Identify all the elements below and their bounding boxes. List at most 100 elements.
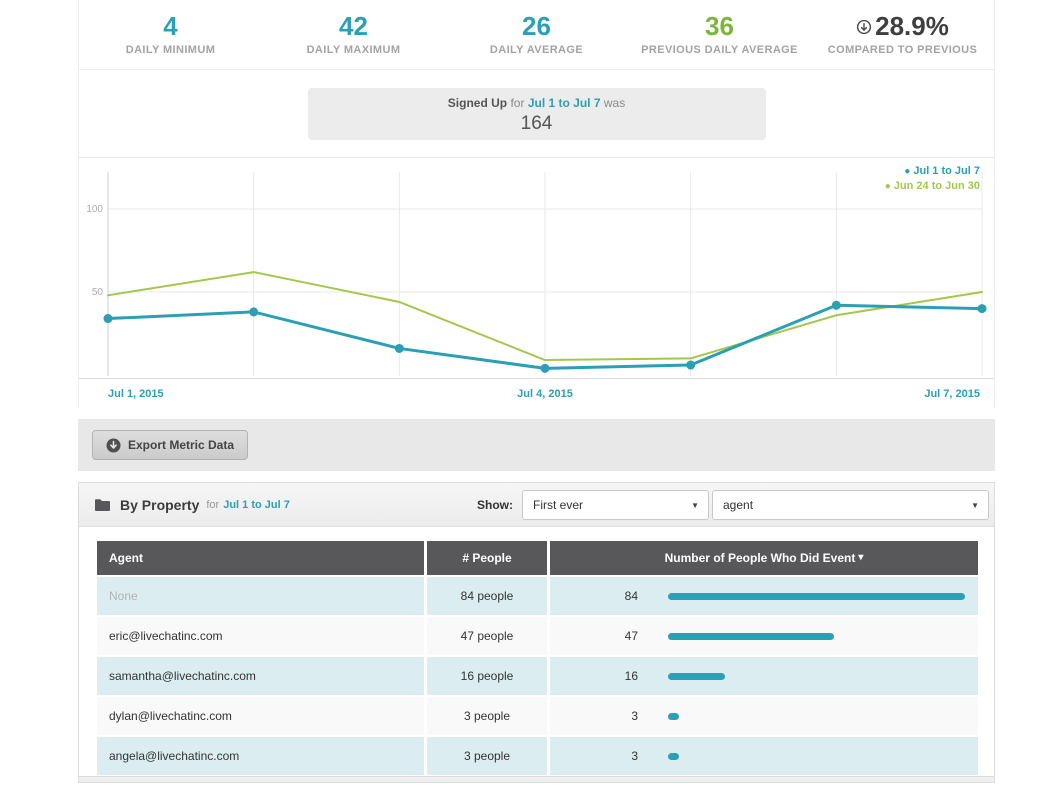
bar-track: [668, 752, 965, 760]
folder-icon: [94, 498, 111, 512]
stat-value: 26: [522, 11, 551, 41]
first-ever-select[interactable]: First ever ▼: [522, 489, 709, 520]
line-chart-section: 100 50 ● Jul 1 to Jul 7 ● Jun 24 to Jun 3…: [79, 157, 994, 408]
table-row: dylan@livechatinc.com 3 people 3: [97, 697, 978, 735]
stat-value: 4: [163, 11, 178, 41]
legend-label: Jul 1 to Jul 7: [913, 165, 980, 177]
people-count-cell: 16 people: [427, 657, 547, 695]
property-select[interactable]: agent ▼: [712, 489, 989, 520]
by-property-header: By Property for Jul 1 to Jul 7 Show: Fir…: [79, 483, 994, 527]
column-header-people[interactable]: # People: [427, 541, 547, 575]
chart-canvas: 100 50: [86, 172, 987, 376]
count-bar: [668, 712, 679, 720]
metric-total: 164: [520, 112, 553, 134]
table-row: eric@livechatinc.com 47 people 47: [97, 617, 978, 655]
agent-name-cell: None: [97, 577, 424, 615]
x-axis-label-middle: Jul 4, 2015: [517, 388, 573, 400]
metric-summary-card: 4 DAILY MINIMUM 42 DAILY MAXIMUM 26 DAIL…: [78, 0, 995, 408]
bar-track: [668, 632, 965, 640]
date-range-link[interactable]: Jul 1 to Jul 7: [527, 95, 601, 110]
event-name: Signed Up: [447, 95, 508, 110]
stat-percent: 28.9%: [875, 11, 949, 41]
stat-daily-average: 26 DAILY AVERAGE: [445, 11, 628, 57]
x-axis-label-start: Jul 1, 2015: [108, 388, 164, 400]
download-icon: [106, 438, 121, 453]
for-word: for: [510, 95, 525, 110]
bar-track: [668, 672, 965, 680]
legend-dot-icon: ●: [904, 166, 911, 177]
select-value: First ever: [533, 497, 584, 512]
stat-label: DAILY MINIMUM: [125, 44, 216, 56]
stat-daily-minimum: 4 DAILY MINIMUM: [79, 11, 262, 57]
count-bar: [668, 752, 679, 760]
agent-name-cell: dylan@livechatinc.com: [97, 697, 424, 735]
legend-label: Jun 24 to Jun 30: [893, 180, 980, 192]
summary-wrap: Signed Up for Jul 1 to Jul 7 was 164: [79, 70, 994, 157]
count-bar: [668, 632, 834, 640]
export-metric-data-button[interactable]: Export Metric Data: [92, 430, 249, 460]
event-count-cell: 3: [550, 737, 978, 775]
legend-previous-period[interactable]: ● Jun 24 to Jun 30: [885, 179, 980, 194]
bar-track: [668, 592, 965, 600]
by-property-section: By Property for Jul 1 to Jul 7 Show: Fir…: [78, 482, 995, 783]
summary-sentence: Signed Up for Jul 1 to Jul 7 was: [308, 96, 766, 110]
people-count-cell: 3 people: [427, 737, 547, 775]
column-header-label: Number of People Who Did Event: [664, 551, 856, 565]
table-row: samantha@livechatinc.com 16 people 16: [97, 657, 978, 695]
stat-label: DAILY AVERAGE: [489, 44, 584, 56]
stat-label: COMPARED TO PREVIOUS: [827, 44, 978, 56]
svg-text:100: 100: [86, 204, 103, 215]
metric-total-summary: Signed Up for Jul 1 to Jul 7 was 164: [307, 87, 766, 140]
stat-compared-to-previous: 28.9% COMPARED TO PREVIOUS: [811, 11, 994, 57]
by-property-table: Agent # People Number of People Who Did …: [79, 527, 994, 775]
event-count: 3: [631, 749, 638, 763]
select-value: agent: [723, 497, 754, 512]
next-section-edge: [79, 776, 994, 782]
people-count-cell: 47 people: [427, 617, 547, 655]
chart-legend: ● Jul 1 to Jul 7 ● Jun 24 to Jun 30: [885, 164, 980, 194]
content-column: 4 DAILY MINIMUM 42 DAILY MAXIMUM 26 DAIL…: [78, 0, 995, 783]
stat-daily-maximum: 42 DAILY MAXIMUM: [262, 11, 445, 57]
table-row: angela@livechatinc.com 3 people 3: [97, 737, 978, 775]
decrease-arrow-circle-icon: [856, 19, 872, 35]
stat-value: 36: [705, 11, 734, 41]
table-header-row: Agent # People Number of People Who Did …: [97, 541, 978, 575]
show-label: Show:: [477, 497, 513, 512]
event-count: 16: [624, 669, 638, 683]
agent-name-cell: samantha@livechatinc.com: [97, 657, 424, 695]
legend-current-period[interactable]: ● Jul 1 to Jul 7: [885, 164, 980, 179]
agent-name-cell: angela@livechatinc.com: [97, 737, 424, 775]
column-header-agent[interactable]: Agent: [97, 541, 424, 575]
event-count: 3: [631, 709, 638, 723]
sort-descending-icon: ▾: [858, 552, 864, 563]
stat-value: 42: [339, 11, 368, 41]
export-band: Export Metric Data: [78, 419, 995, 471]
event-count: 47: [624, 629, 638, 643]
event-count: 84: [624, 589, 638, 603]
for-word: for: [206, 498, 220, 511]
table-row: None 84 people 84: [97, 577, 978, 615]
export-button-label: Export Metric Data: [128, 438, 235, 452]
date-range-link[interactable]: Jul 1 to Jul 7: [223, 498, 290, 511]
event-count-cell: 16: [550, 657, 978, 695]
bar-track: [668, 712, 965, 720]
stat-label: DAILY MAXIMUM: [306, 44, 401, 56]
line-chart: 100 50 ● Jul 1 to Jul 7 ● Jun 24 to Jun 3…: [79, 158, 994, 378]
x-axis-label-end: Jul 7, 2015: [924, 388, 980, 400]
people-count-cell: 84 people: [427, 577, 547, 615]
event-count-cell: 84: [550, 577, 978, 615]
count-bar: [668, 672, 725, 680]
x-axis: Jul 1, 2015 Jul 4, 2015 Jul 7, 2015: [79, 378, 994, 408]
column-header-event-count[interactable]: Number of People Who Did Event ▾: [550, 541, 978, 575]
svg-text:50: 50: [92, 287, 104, 298]
section-title: By Property: [120, 496, 200, 513]
legend-dot-icon: ●: [884, 181, 891, 192]
was-word: was: [603, 95, 626, 110]
count-bar: [668, 592, 965, 600]
stats-row: 4 DAILY MINIMUM 42 DAILY MAXIMUM 26 DAIL…: [79, 0, 994, 70]
event-count-cell: 3: [550, 697, 978, 735]
people-count-cell: 3 people: [427, 697, 547, 735]
event-count-cell: 47: [550, 617, 978, 655]
stat-previous-daily-average: 36 PREVIOUS DAILY AVERAGE: [628, 11, 811, 57]
